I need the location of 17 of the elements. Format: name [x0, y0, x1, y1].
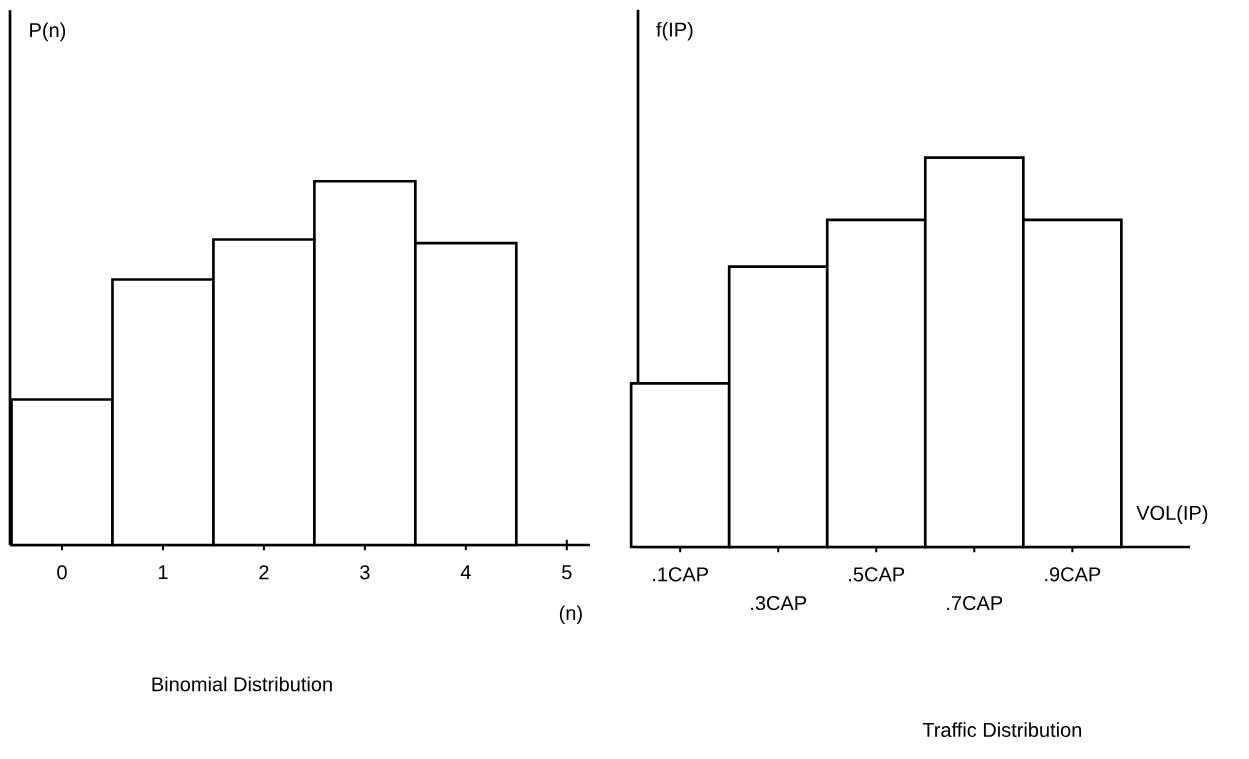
x-axis-title: VOL(IP) [1136, 505, 1208, 524]
x-tick-label: .9CAP [1045, 567, 1101, 582]
y-axis-title: f(IP) [656, 21, 693, 41]
x-tick-label: 4 [460, 565, 471, 580]
x-tick-label: 0 [57, 565, 67, 580]
x-tick-label: .3CAP [751, 595, 807, 611]
text: Traffic Distribution [922, 722, 1082, 738]
x-tick-label: 1 [158, 565, 168, 580]
x-tick-label: .7CAP [947, 595, 1003, 611]
x-axis-title: (n) [559, 605, 582, 625]
y-axis-title: P(n) [30, 22, 66, 42]
x-tick-label: 2 [259, 565, 269, 580]
text: Binomial Distribution [152, 676, 332, 692]
x-tick-label: .1CAP [653, 567, 708, 582]
x-tick-label: .5CAP [849, 567, 905, 582]
x-tick-label: 3 [360, 565, 370, 580]
x-tick-label: 5 [562, 565, 572, 580]
